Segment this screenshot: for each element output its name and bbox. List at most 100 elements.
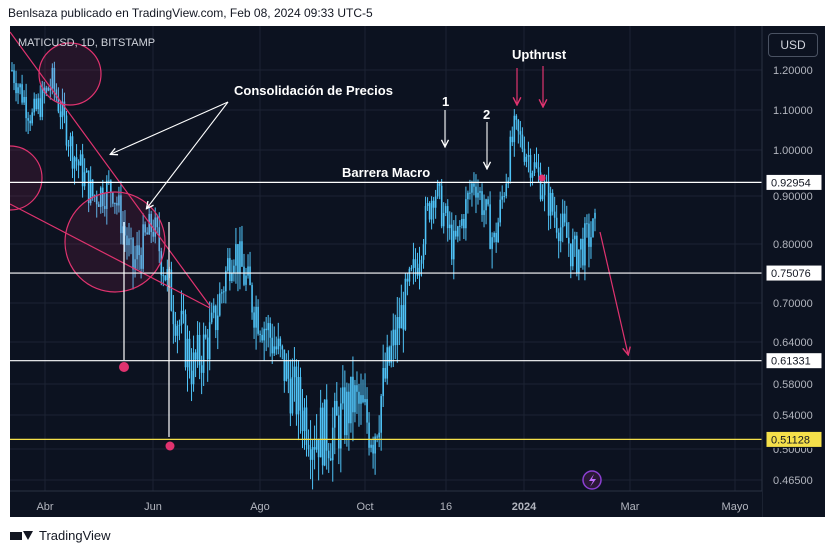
candle-body [301,410,304,432]
candle-body [364,399,366,403]
candle-body [420,259,423,264]
candle-body [277,338,280,350]
candle-body [251,285,253,313]
candle-body [319,407,322,458]
candle-body [398,317,401,329]
candle-body [551,192,554,212]
y-tick-label: 0.54000 [773,410,813,422]
candle-body [263,328,265,341]
chart-area[interactable]: Consolidación de Precios Barrera Macro U… [10,26,825,517]
tradingview-brand[interactable]: TradingView [39,528,111,543]
candle-body [146,232,148,235]
candle-body [194,352,197,360]
candle-body [325,399,328,451]
candle-body [305,407,308,445]
candle-body [471,183,473,193]
x-tick-label: 2024 [512,501,537,513]
candle-body [160,251,163,276]
candle-body [73,157,76,169]
candle-body [517,119,520,132]
low-dot-1 [119,362,129,372]
candle-body [525,156,528,162]
candle-body [164,275,167,281]
currency-button[interactable]: USD [768,33,818,57]
candle-body [37,98,40,110]
candle-body [170,269,173,311]
candle-body [582,238,584,266]
tradingview-logo-icon [10,531,33,540]
candle-body [267,323,269,331]
candle-body [313,447,316,450]
candle-body [17,87,19,94]
candle-body [323,399,326,466]
candle-body [97,204,100,207]
candle-body [531,173,534,178]
candle-body [487,199,489,205]
candle-body [553,211,556,218]
candle-body [101,187,104,207]
candle-body [384,367,387,379]
price-chart[interactable]: Consolidación de Precios Barrera Macro U… [10,26,825,517]
candle-body [380,396,382,433]
candle-body [41,87,44,117]
y-tick-label: 0.64000 [773,337,813,349]
candle-body [352,376,354,413]
candle-body [392,329,395,346]
candle-body [590,237,592,247]
candle-body [79,154,82,166]
y-tick-label: 1.20000 [773,65,813,77]
candle-body [118,195,120,206]
candle-body [543,182,546,196]
candle-body [206,337,209,360]
candle-body [158,227,161,252]
candle-body [382,367,384,397]
candle-body [549,192,552,216]
candle-body [329,458,332,461]
candle-body [124,226,126,236]
candle-body [303,407,306,432]
candle-body [184,314,187,368]
candle-body [220,292,223,294]
candle-body [497,222,499,243]
highlight-circle-top [38,42,102,106]
candle-body [358,391,360,404]
candle-body [436,183,439,197]
candle-body [459,225,461,227]
candle-body [53,67,56,90]
candle-body [178,324,181,326]
consolidation-arrow-2 [147,101,229,208]
candle-body [465,199,467,229]
label-2: 2 [483,107,490,122]
candle-body [253,312,255,328]
candle-body [317,439,320,458]
candle-body [176,325,179,336]
candle-body [289,378,292,414]
candle-body [142,224,144,269]
candle-body [116,202,118,206]
x-tick-label: Mayo [722,501,749,513]
candle-body [67,145,70,147]
candle-body [444,206,447,213]
candle-body [95,195,98,205]
candle-body [438,183,441,186]
price-tag-label: 0.51128 [771,434,810,446]
candle-body [390,345,393,363]
price-tag-bg [765,173,823,191]
candle-body [469,192,471,194]
candle-body [315,439,318,450]
candle-body [112,192,114,204]
candle-body [574,235,576,240]
y-tick-label: 0.58000 [773,379,813,391]
candle-body [239,241,241,274]
candle-body [154,217,157,237]
candle-body [396,317,399,346]
label-1: 1 [442,94,449,109]
candle-body [452,230,455,260]
candle-body [55,89,58,98]
candle-body [509,136,512,181]
candle-body [49,88,52,91]
candle-body [190,370,193,385]
x-tick-label: Jun [144,501,162,513]
candle-body [136,245,138,260]
candle-body [192,352,195,385]
